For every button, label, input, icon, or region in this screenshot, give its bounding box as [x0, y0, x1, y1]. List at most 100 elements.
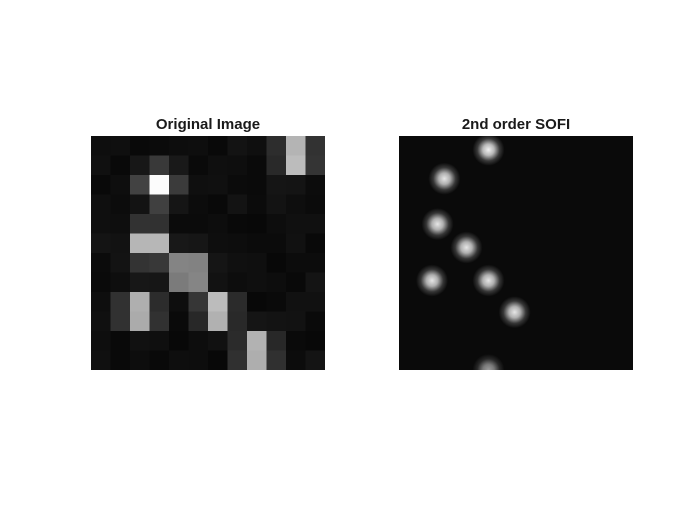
image-pixel — [169, 214, 189, 234]
image-pixel — [286, 194, 306, 215]
image-pixel — [130, 194, 150, 215]
image-pixel — [286, 136, 306, 156]
image-pixel — [266, 311, 287, 332]
image-pixel — [169, 155, 189, 176]
image-pixel — [91, 155, 111, 176]
emitter-spot — [498, 296, 531, 329]
image-pixel — [149, 272, 170, 293]
image-pixel — [266, 214, 287, 234]
image-pixel — [149, 136, 170, 156]
image-pixel — [130, 272, 150, 293]
image-pixel — [188, 253, 209, 273]
image-pixel — [91, 136, 111, 156]
image-pixel — [266, 175, 287, 195]
image-pixel — [286, 253, 306, 273]
sofi-image — [399, 136, 633, 370]
image-pixel — [149, 175, 170, 195]
image-pixel — [149, 194, 170, 215]
image-pixel — [227, 272, 248, 293]
image-pixel — [149, 331, 170, 351]
image-pixel — [130, 253, 150, 273]
image-pixel — [91, 194, 111, 215]
emitter-spot — [450, 231, 483, 264]
image-pixel — [227, 350, 248, 370]
image-pixel — [247, 331, 267, 351]
image-pixel — [227, 292, 248, 312]
image-pixel — [305, 233, 325, 254]
image-pixel — [130, 214, 150, 234]
image-pixel — [305, 253, 325, 273]
image-pixel — [286, 214, 306, 234]
image-pixel — [169, 194, 189, 215]
image-pixel — [130, 155, 150, 176]
image-pixel — [208, 175, 228, 195]
image-pixel — [188, 331, 209, 351]
image-pixel — [188, 272, 209, 293]
image-pixel — [227, 136, 248, 156]
image-pixel — [91, 233, 111, 254]
image-pixel — [130, 292, 150, 312]
image-pixel — [91, 331, 111, 351]
emitter-spot — [428, 162, 461, 195]
image-pixel — [305, 272, 325, 293]
image-pixel — [247, 292, 267, 312]
image-pixel — [266, 292, 287, 312]
image-pixel — [169, 272, 189, 293]
image-pixel — [208, 136, 228, 156]
panel-title-sofi: 2nd order SOFI — [461, 116, 571, 133]
panel-title-original: Original Image — [155, 116, 261, 133]
image-pixel — [208, 311, 228, 332]
image-pixel — [110, 253, 131, 273]
image-pixel — [208, 214, 228, 234]
image-pixel — [266, 194, 287, 215]
image-pixel — [266, 155, 287, 176]
image-pixel — [305, 311, 325, 332]
image-pixel — [247, 233, 267, 254]
image-pixel — [169, 253, 189, 273]
image-pixel — [169, 311, 189, 332]
image-pixel — [305, 175, 325, 195]
image-pixel — [247, 155, 267, 176]
image-pixel — [286, 350, 306, 370]
original-image-panel — [91, 136, 325, 370]
image-pixel — [110, 331, 131, 351]
image-pixel — [247, 214, 267, 234]
image-pixel — [130, 136, 150, 156]
image-pixel — [169, 175, 189, 195]
image-pixel — [91, 292, 111, 312]
image-pixel — [110, 233, 131, 254]
image-pixel — [227, 175, 248, 195]
image-pixel — [188, 175, 209, 195]
image-pixel — [208, 272, 228, 293]
image-pixel — [247, 175, 267, 195]
image-pixel — [247, 350, 267, 370]
image-pixel — [247, 253, 267, 273]
image-pixel — [91, 272, 111, 293]
image-pixel — [247, 311, 267, 332]
image-pixel — [266, 136, 287, 156]
image-pixel — [91, 311, 111, 332]
image-pixel — [305, 136, 325, 156]
image-pixel — [110, 214, 131, 234]
image-pixel — [130, 175, 150, 195]
image-pixel — [227, 253, 248, 273]
image-pixel — [266, 233, 287, 254]
image-pixel — [208, 233, 228, 254]
image-pixel — [188, 214, 209, 234]
image-pixel — [91, 350, 111, 370]
image-pixel — [305, 350, 325, 370]
image-pixel — [110, 175, 131, 195]
image-pixel — [305, 331, 325, 351]
image-pixel — [130, 350, 150, 370]
image-pixel — [169, 331, 189, 351]
image-pixel — [130, 331, 150, 351]
image-pixel — [188, 136, 209, 156]
image-pixel — [149, 214, 170, 234]
image-pixel — [286, 233, 306, 254]
image-pixel — [266, 272, 287, 293]
image-pixel — [227, 331, 248, 351]
image-pixel — [110, 272, 131, 293]
image-pixel — [305, 155, 325, 176]
image-pixel — [286, 175, 306, 195]
image-pixel — [227, 194, 248, 215]
